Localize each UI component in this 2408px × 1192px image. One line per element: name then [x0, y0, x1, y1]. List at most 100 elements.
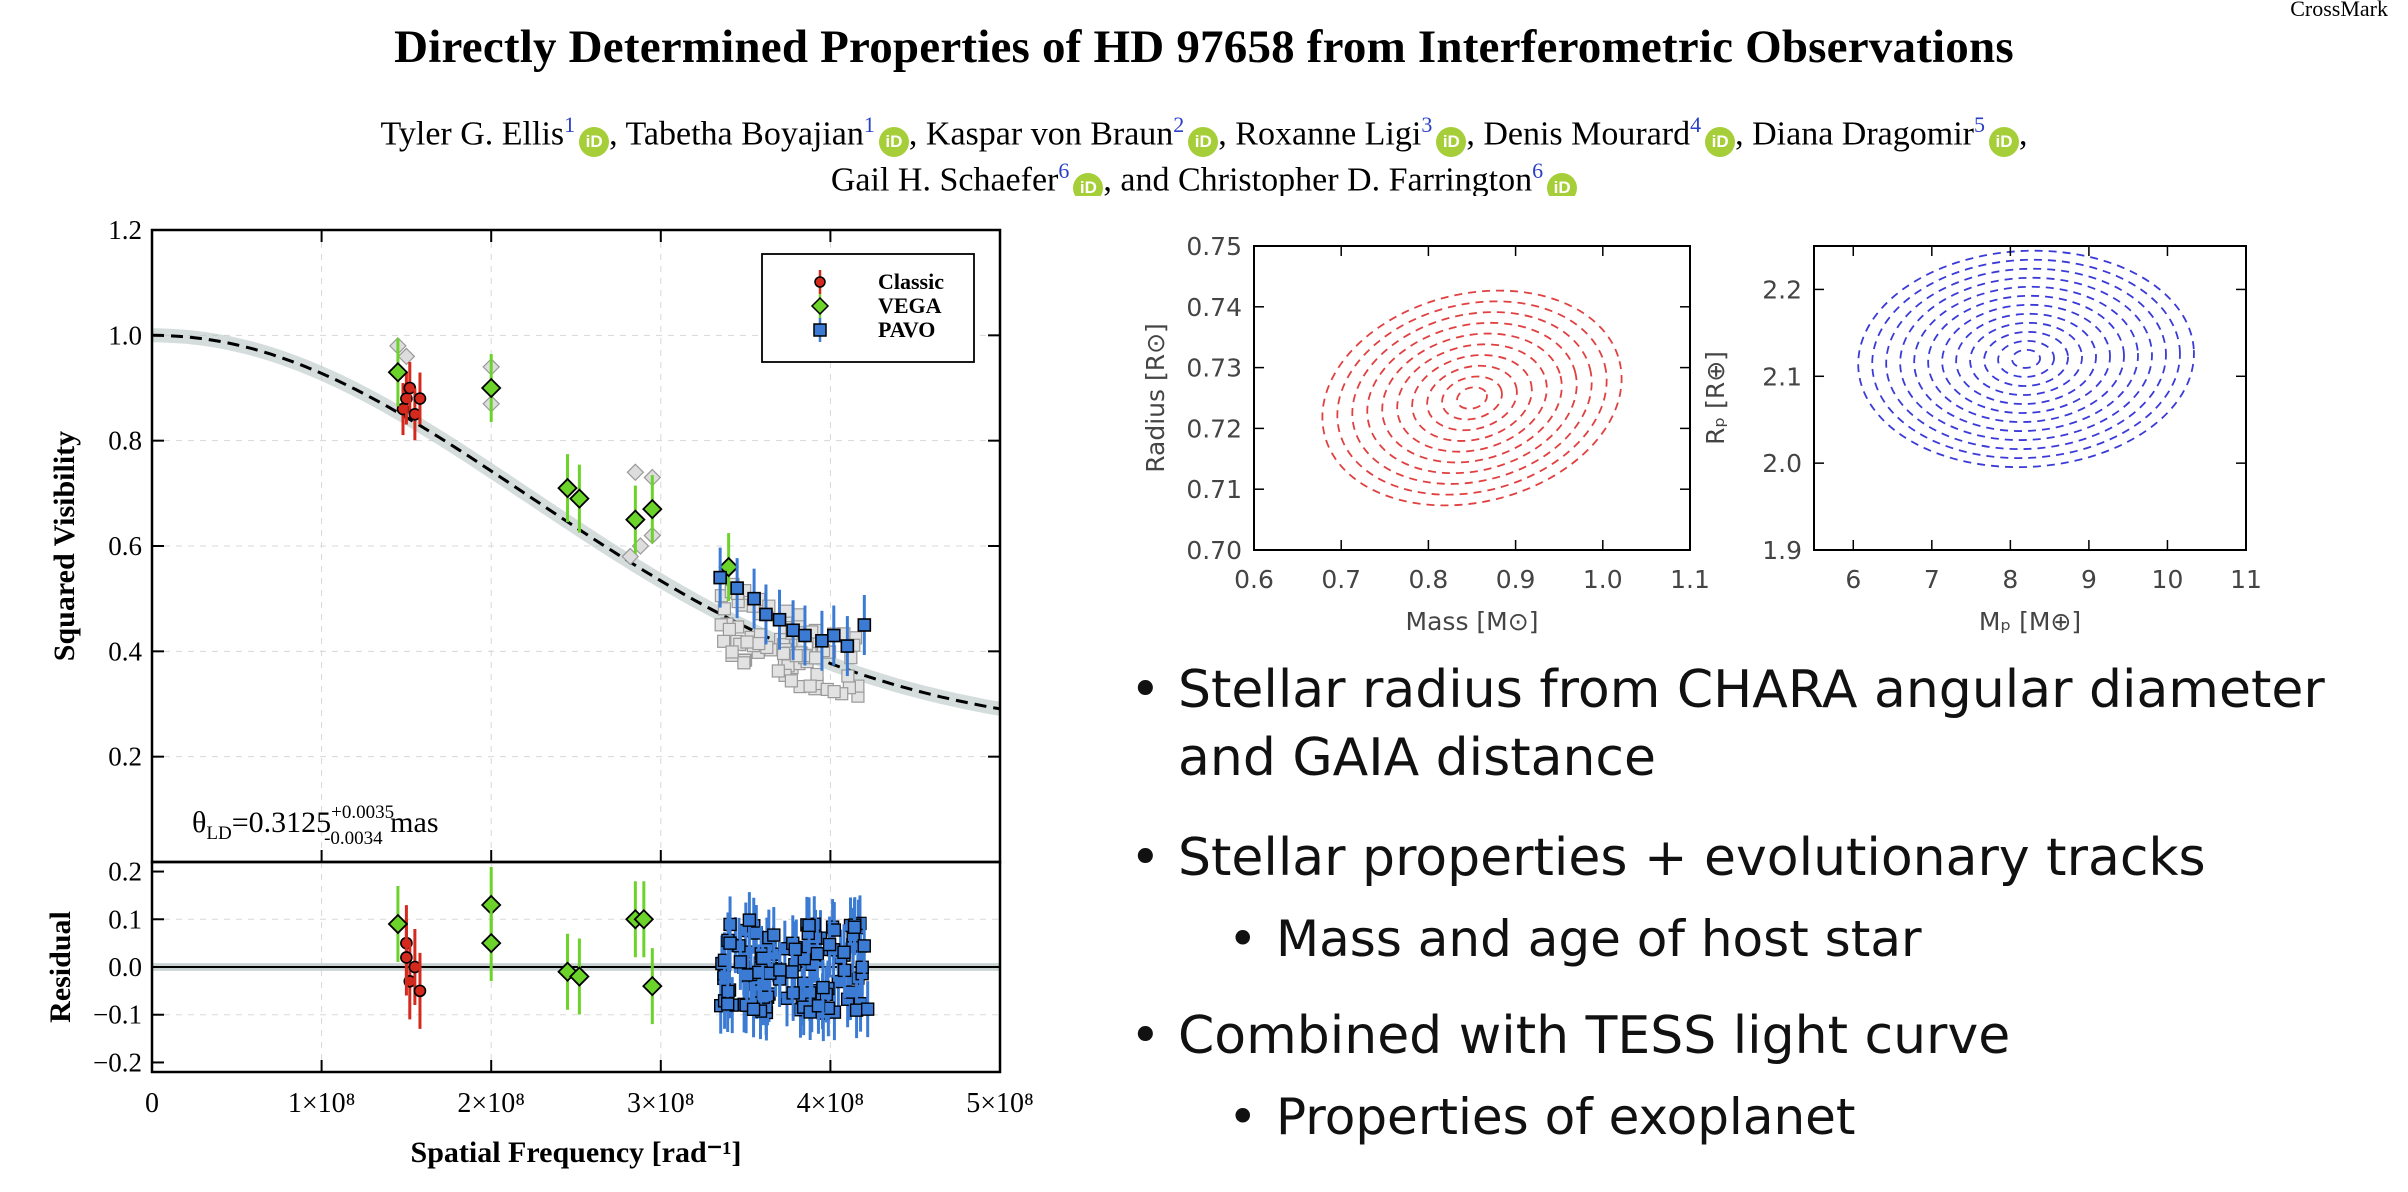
contour-level [1969, 321, 2083, 396]
contour-level [1955, 312, 2097, 405]
affiliation-number[interactable]: 1 [564, 112, 576, 137]
x-tick-label: 0.8 [1409, 565, 1449, 594]
author-separator: , and [1103, 161, 1178, 196]
y-tick-label: 0.71 [1186, 475, 1242, 504]
affiliation-number[interactable]: 5 [1974, 112, 1985, 137]
x-tick-label: 10 [2152, 565, 2184, 594]
data-point-vega [718, 556, 739, 578]
orcid-icon[interactable]: iD [1073, 173, 1104, 196]
x-tick-label: 0.7 [1321, 565, 1361, 594]
y-tick-label: 0.8 [108, 426, 142, 456]
bullet-2-sub-text: Mass and age of host star [1276, 910, 1922, 968]
residual-point-pavo [773, 963, 787, 977]
author-name: Tyler G. Ellis [380, 115, 565, 153]
residual-point-pavo [860, 1002, 875, 1016]
contour-level [1927, 294, 2125, 423]
orcid-icon[interactable]: iD [1436, 127, 1467, 158]
data-point-pavo [815, 633, 829, 648]
author-separator: , [1735, 115, 1753, 153]
affiliation-number[interactable]: 3 [1421, 112, 1433, 137]
data-point-pavo [798, 628, 812, 643]
orcid-icon[interactable]: iD [878, 127, 909, 158]
contour-level [1456, 386, 1488, 410]
x-tick-label: 1.1 [1670, 565, 1710, 594]
orcid-icon[interactable]: iD [1989, 127, 2019, 158]
orcid-icon[interactable]: iD [1188, 127, 1219, 158]
residual-point-pavo [847, 920, 862, 934]
data-point-pavo [826, 628, 841, 643]
annotation-part: -0.0034 [324, 828, 383, 849]
y-tick-label: 0.73 [1186, 354, 1242, 383]
residual-point-vega [642, 975, 663, 997]
theta-ld-annotation: θLD=0.3125+0.0035 -0.0034 mas [192, 802, 439, 849]
residual-point-vega [557, 961, 578, 983]
affiliation-number[interactable]: 2 [1173, 112, 1185, 137]
author-name: Tabetha Boyajian [625, 115, 864, 153]
contour-level [1396, 343, 1548, 453]
y-tick-label: 0.2 [108, 742, 142, 772]
residual-point-pavo [733, 955, 748, 969]
bullet-dot: • [1130, 1006, 1161, 1066]
background-point [752, 636, 766, 651]
legend-box [761, 253, 975, 363]
contour-level [1899, 276, 2153, 441]
residual-point-pavo [810, 947, 825, 961]
author-separator: , [2019, 115, 2028, 153]
annotation-part: +0.0035 [331, 802, 394, 823]
background-point [722, 622, 736, 636]
affiliation-number[interactable]: 6 [1532, 158, 1544, 183]
x-tick-label: 1×10⁸ [288, 1088, 356, 1119]
crossmark-label: CrossMark [2290, 0, 2388, 21]
affiliation-number[interactable]: 6 [1058, 158, 1070, 183]
residual-point-pavo [742, 913, 757, 927]
contour-level [1321, 289, 1623, 507]
author-line-1: Tyler G. Ellis1iD, Tabetha Boyajian1iD, … [0, 112, 2408, 158]
orcid-icon[interactable]: iD [1547, 173, 1578, 196]
data-point-vega [625, 509, 646, 530]
author-name: Kaspar von Braun [925, 115, 1174, 153]
affiliation-number[interactable]: 1 [863, 112, 875, 137]
background-point [771, 664, 785, 678]
contour-level [1983, 330, 2069, 387]
orcid-icon[interactable]: iD [579, 127, 610, 158]
author-separator: , [1466, 115, 1484, 153]
annotation-part: mas [383, 806, 439, 839]
orcid-icon[interactable]: iD [1705, 127, 1736, 158]
bullet-dot: • [1228, 910, 1258, 968]
background-point [621, 547, 640, 566]
y-tick-label: 1.0 [108, 320, 142, 350]
legend-vega-marker [810, 296, 830, 316]
author-name: Denis Mourard [1483, 115, 1691, 153]
bullet-dot: • [1130, 828, 1161, 888]
legend-label: VEGA [878, 293, 942, 318]
x-tick-label: 5×10⁸ [966, 1088, 1034, 1119]
background-point [827, 685, 841, 699]
y-tick-label: 0.72 [1186, 414, 1242, 443]
plot-frame [1253, 245, 1691, 551]
x-tick-label: 4×10⁸ [797, 1088, 865, 1119]
contour-level [2011, 348, 2041, 369]
y-tick-label: 2.0 [1762, 449, 1802, 478]
y-tick-label: 0.2 [108, 857, 142, 887]
residual-point-vega [387, 913, 409, 935]
residual-point-pavo [857, 939, 871, 953]
affiliation-number[interactable]: 4 [1690, 112, 1702, 137]
author-name: Christopher D. Farrington [1177, 161, 1533, 196]
y-tick-label: 0.1 [108, 904, 142, 934]
bullet-3-sub-text: Properties of exoplanet [1276, 1088, 1856, 1146]
background-point [737, 656, 751, 670]
bullet-dot: • [1228, 1088, 1258, 1146]
x-tick-label: 8 [2002, 565, 2018, 594]
contour-level [1366, 321, 1578, 475]
y-tick-label: 1.9 [1762, 536, 1802, 565]
residual-point-classic [413, 984, 427, 998]
data-point-vega [569, 488, 590, 509]
legend-label: Classic [878, 269, 944, 294]
residual-point-pavo [843, 985, 858, 999]
background-point [776, 646, 791, 661]
y-axis-label: Radius [R⊙] [1141, 323, 1170, 473]
contour-level [1871, 258, 2181, 460]
contour-level [1441, 375, 1503, 421]
background-point [803, 679, 817, 693]
residual-point-pavo [816, 980, 830, 995]
